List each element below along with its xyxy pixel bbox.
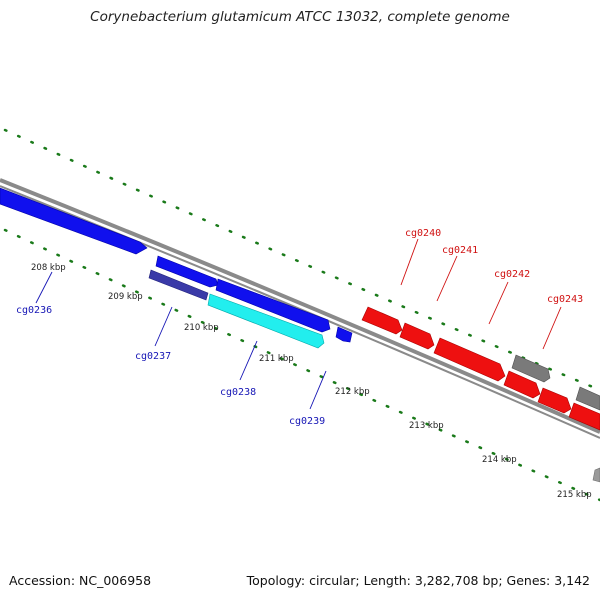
- kbp-label-211: 211 kbp: [259, 354, 294, 364]
- gray-feature-2[interactable]: [575, 386, 600, 411]
- gene-cg0238-highlight-arrow[interactable]: [207, 293, 325, 349]
- gene-label-cg0243[interactable]: cg0243: [547, 294, 583, 305]
- forward-label-leaders: [35, 271, 327, 410]
- leader-cg0243: [542, 306, 562, 350]
- accession-text: Accession: NC_006958: [9, 573, 152, 588]
- gene-label-cg0242[interactable]: cg0242: [494, 269, 530, 280]
- gene-label-cg0238[interactable]: cg0238: [220, 387, 256, 398]
- leader-cg0242: [488, 281, 509, 325]
- kbp-label-213: 213 kbp: [409, 421, 444, 431]
- leader-cg0237: [154, 306, 173, 347]
- genome-summary-text: Topology: circular; Length: 3,282,708 bp…: [246, 573, 590, 588]
- backbone-inner-line: [0, 185, 600, 439]
- gene-label-cg0236[interactable]: cg0236: [16, 305, 52, 316]
- leader-cg0240: [400, 238, 419, 286]
- backbone-outer-line: [0, 178, 600, 434]
- gene-cg0236-arrow[interactable]: [0, 187, 148, 255]
- reverse-gene-labels: cg0240 cg0241 cg0242 cg0243: [405, 228, 583, 305]
- gene-label-cg0241[interactable]: cg0241: [442, 245, 478, 256]
- leader-cg0236: [35, 271, 53, 304]
- reverse-strand-genes: [361, 306, 600, 483]
- backbone: [0, 178, 600, 439]
- gene-cg0237b-arrow[interactable]: [148, 269, 209, 301]
- kbp-label-215: 215 kbp: [557, 490, 592, 500]
- gray-feature-3[interactable]: [592, 467, 600, 483]
- gene-cg0244-arrow[interactable]: [537, 387, 572, 414]
- forward-gene-labels: cg0236 cg0237 cg0238 cg0239: [16, 305, 325, 427]
- leader-cg0239: [309, 370, 327, 410]
- kbp-label-210: 210 kbp: [184, 323, 219, 333]
- genome-title: Corynebacterium glutamicum ATCC 13032, c…: [90, 9, 510, 25]
- leader-cg0238: [239, 340, 258, 381]
- gene-cg0243-arrow[interactable]: [503, 370, 541, 399]
- leader-cg0241: [436, 255, 458, 302]
- outer-tick-track: [3, 128, 600, 392]
- gene-cg0241-arrow[interactable]: [399, 322, 435, 350]
- scale-labels: 208 kbp 209 kbp 210 kbp 211 kbp 212 kbp …: [31, 263, 592, 500]
- gene-label-cg0237[interactable]: cg0237: [135, 351, 171, 362]
- gene-cg0242-arrow[interactable]: [433, 337, 506, 382]
- reverse-label-leaders: [400, 238, 562, 350]
- gene-cg0245-arrow[interactable]: [568, 402, 600, 431]
- kbp-label-209: 209 kbp: [108, 292, 143, 302]
- kbp-label-214: 214 kbp: [482, 455, 517, 465]
- gene-label-cg0239[interactable]: cg0239: [289, 416, 325, 427]
- forward-strand-genes: [0, 187, 353, 349]
- gene-cg0238-arrow[interactable]: [215, 278, 331, 333]
- outer-tick-arc: [3, 128, 600, 392]
- gray-feature-1[interactable]: [511, 354, 551, 383]
- kbp-label-208: 208 kbp: [31, 263, 66, 273]
- gene-cg0240-arrow[interactable]: [361, 306, 403, 335]
- gene-label-cg0240[interactable]: cg0240: [405, 228, 441, 239]
- kbp-label-212: 212 kbp: [335, 387, 370, 397]
- gene-cg0237-arrow[interactable]: [155, 255, 219, 288]
- gene-cg0239-arrow[interactable]: [335, 326, 353, 343]
